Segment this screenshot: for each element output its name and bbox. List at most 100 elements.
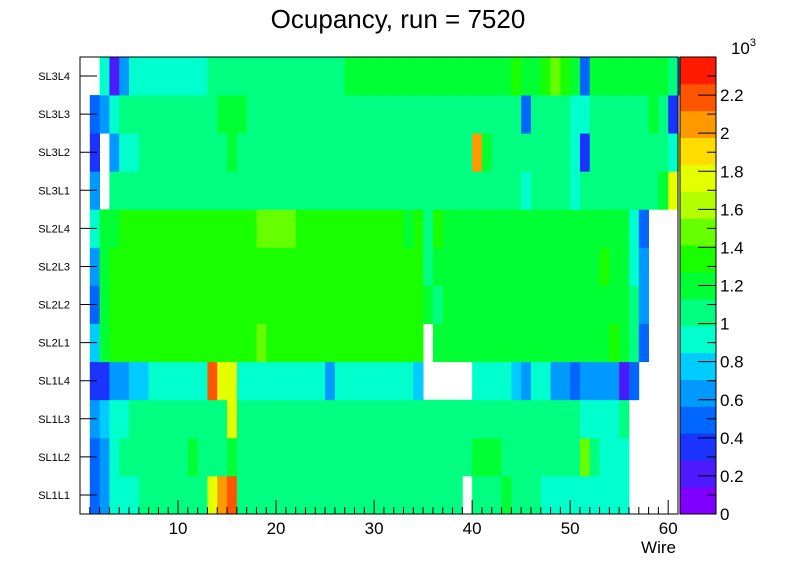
heatmap-cell <box>560 95 571 134</box>
heatmap-cell <box>305 95 316 134</box>
heatmap-cell <box>305 285 316 324</box>
heatmap-cell <box>589 171 600 210</box>
heatmap-cell <box>570 247 581 286</box>
heatmap-cell <box>276 133 287 172</box>
heatmap-cell <box>138 323 150 363</box>
heatmap-cell <box>227 171 238 210</box>
heatmap-cell <box>217 209 228 248</box>
heatmap-cell <box>187 323 199 363</box>
heatmap-cell <box>521 171 532 210</box>
heatmap-cell <box>325 95 336 134</box>
heatmap-cell <box>462 285 473 324</box>
heatmap-cell <box>305 361 316 401</box>
z-tick-label: 0.4 <box>720 429 744 448</box>
heatmap-cell <box>256 247 267 286</box>
heatmap-cell <box>109 399 120 439</box>
heatmap-cell <box>383 57 395 96</box>
heatmap-cell <box>178 437 189 477</box>
heatmap-cell <box>619 133 630 172</box>
heatmap-cell <box>452 209 463 248</box>
heatmap-cell <box>521 437 532 477</box>
heatmap-cell <box>442 57 453 96</box>
heatmap-cell <box>285 285 297 324</box>
heatmap-cell <box>570 361 581 401</box>
chart-title: Ocupancy, run = 7520 <box>271 4 526 34</box>
heatmap-cell <box>99 247 110 286</box>
heatmap-cell <box>462 133 473 172</box>
heatmap-cell <box>374 171 385 210</box>
palette-band <box>680 298 716 327</box>
heatmap-cell <box>148 95 159 134</box>
heatmap-cell <box>256 285 267 324</box>
heatmap-cell <box>668 95 679 134</box>
x-tick-label: 50 <box>561 519 580 538</box>
heatmap-cell <box>197 285 208 324</box>
heatmap-cell <box>334 285 346 324</box>
heatmap-cell <box>109 475 120 515</box>
heatmap-cell <box>442 209 453 248</box>
x-tick-label: 30 <box>365 519 384 538</box>
heatmap-cell <box>403 247 414 286</box>
heatmap-cell <box>472 133 483 172</box>
heatmap-cell <box>178 171 189 210</box>
heatmap-cell <box>276 285 287 324</box>
heatmap-cell <box>393 57 404 96</box>
heatmap-cell <box>393 437 404 477</box>
heatmap-cell <box>158 475 169 515</box>
heatmap-cell <box>501 323 512 363</box>
heatmap-cell <box>481 475 493 515</box>
heatmap-cell <box>285 247 297 286</box>
heatmap-cell <box>579 57 591 96</box>
heatmap-cell <box>256 437 267 477</box>
heatmap-cell <box>295 437 306 477</box>
heatmap-cell <box>550 57 561 96</box>
heatmap-cell <box>256 323 267 363</box>
heatmap-cell <box>423 209 434 248</box>
heatmap-cell <box>187 285 199 324</box>
heatmap-cell <box>197 171 208 210</box>
heatmap-cell <box>432 133 444 172</box>
heatmap-cell <box>570 209 581 248</box>
heatmap-cell <box>540 171 551 210</box>
heatmap-cell <box>413 399 424 439</box>
heatmap-cell <box>325 171 336 210</box>
heatmap-cell <box>364 171 375 210</box>
heatmap-cell <box>148 437 159 477</box>
heatmap-cell <box>354 437 365 477</box>
heatmap-cell <box>109 247 120 286</box>
heatmap-cell <box>501 437 512 477</box>
heatmap-cell <box>413 475 424 515</box>
color-palette <box>679 56 717 515</box>
heatmap-cell <box>236 247 248 286</box>
heatmap-cell <box>452 171 463 210</box>
heatmap-cell <box>481 95 493 134</box>
heatmap-cell <box>129 95 140 134</box>
heatmap-cell <box>99 323 110 363</box>
heatmap-cell <box>158 323 169 363</box>
heatmap-cell <box>530 361 542 401</box>
heatmap-cell <box>256 361 267 401</box>
heatmap-cell <box>148 209 159 248</box>
heatmap-cell <box>138 171 150 210</box>
heatmap-cell <box>413 133 424 172</box>
heatmap-cell <box>178 95 189 134</box>
heatmap-cell <box>138 209 150 248</box>
heatmap-cell <box>197 95 208 134</box>
heatmap-cell <box>158 209 169 248</box>
heatmap-cell <box>256 133 267 172</box>
heatmap-cell <box>658 133 669 172</box>
heatmap-cell <box>109 171 120 210</box>
heatmap-cell <box>560 323 571 363</box>
heatmap-cell <box>579 171 591 210</box>
z-tick-label: 1 <box>720 315 729 334</box>
heatmap-cell <box>511 95 522 134</box>
heatmap-cell <box>276 437 287 477</box>
heatmap-cell <box>168 361 179 401</box>
heatmap-cell <box>579 247 591 286</box>
heatmap-cell <box>481 437 493 477</box>
heatmap-cell <box>560 209 571 248</box>
heatmap-cell <box>619 57 630 96</box>
heatmap-cell <box>481 171 493 210</box>
heatmap-cell <box>138 399 150 439</box>
heatmap-cell <box>285 437 297 477</box>
